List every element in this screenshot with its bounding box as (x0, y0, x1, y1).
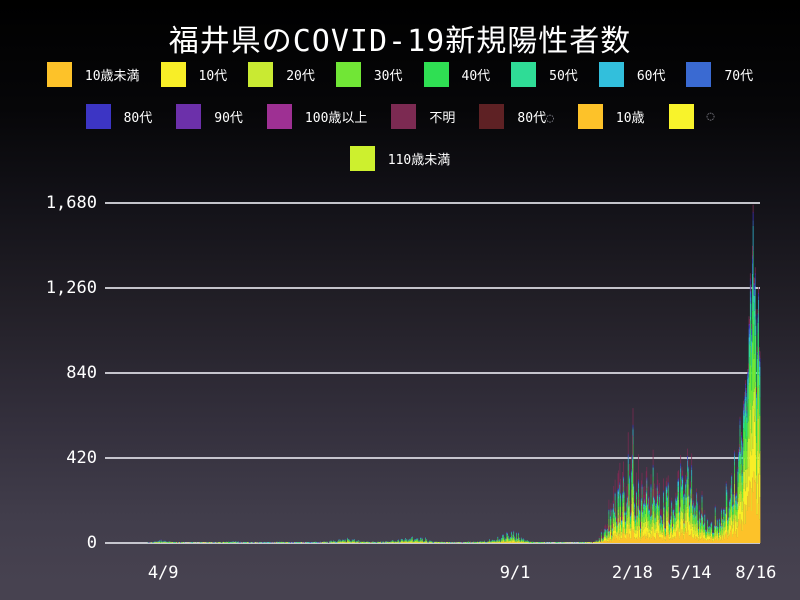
y-tick-label: 0 (86, 533, 97, 553)
x-tick-label: 4/9 (147, 563, 179, 583)
series-不明 (177, 204, 761, 543)
legend-label: 20代 (286, 69, 315, 84)
legend-label: 10歳 (615, 111, 645, 126)
legend-label: 70代 (724, 69, 754, 84)
legend-swatch (598, 62, 624, 87)
legend-swatch (266, 104, 292, 129)
series-60代 (153, 225, 761, 543)
legend-item: 10歳 (577, 104, 645, 129)
series-100歳以上 (303, 211, 761, 543)
legend-item: ◌ (668, 104, 715, 129)
legend-swatch (46, 62, 72, 87)
legend-label: 110歳未満 (387, 153, 451, 168)
legend-swatch (423, 62, 449, 87)
x-tick-label: 5/14 (670, 563, 712, 583)
legend-swatch (335, 62, 361, 87)
x-tick-label: 8/16 (735, 563, 777, 583)
legend-swatch (391, 104, 417, 129)
legend-swatch (577, 104, 603, 129)
series-40代 (147, 275, 761, 543)
legend-item: 20代 (248, 62, 315, 87)
legend-item: 10代 (160, 62, 228, 87)
x-tick-label: 2/18 (611, 563, 653, 583)
legend-item: 70代 (686, 62, 753, 87)
legend-row: 110歳未満 (0, 146, 800, 171)
legend-item: 60代 (598, 62, 666, 87)
series-50代 (153, 250, 761, 543)
legend-swatch (85, 104, 111, 129)
legend-label: 60代 (636, 69, 666, 84)
legend-item: 80代◌ (479, 104, 554, 129)
y-tick-label: 420 (66, 448, 97, 468)
legend-swatch (248, 62, 274, 87)
series-30代 (151, 319, 761, 543)
legend: 10歳未満 10代 20代 30代 40代 50代 60代 70代 80代 90代 100歳以上 不明… (0, 62, 800, 188)
legend-label: 100歳以上 (304, 111, 368, 126)
series-80代 (148, 213, 761, 543)
legend-row: 10歳未満 10代 20代 30代 40代 50代 60代 70代 (0, 62, 800, 87)
legend-swatch (479, 104, 505, 129)
legend-item: 110歳未満 (349, 146, 451, 171)
legend-label: 40代 (461, 69, 491, 84)
y-tick-label: 840 (66, 363, 97, 383)
legend-label: 80代 (123, 111, 153, 126)
legend-item: 不明 (391, 104, 455, 129)
legend-label: 不明 (429, 111, 456, 126)
legend-swatch (176, 104, 202, 129)
legend-item: 30代 (335, 62, 403, 87)
y-tick-label: 1,260 (45, 278, 97, 298)
legend-label: 90代 (214, 111, 243, 126)
series-10歳未満 (159, 471, 761, 543)
legend-item: 40代 (423, 62, 491, 87)
x-tick-label: 9/1 (499, 563, 531, 583)
legend-swatch (686, 62, 712, 87)
missing-glyph-icon: ◌ (546, 111, 554, 126)
series-20代 (149, 382, 761, 543)
legend-label: 30代 (373, 69, 403, 84)
series-90代 (149, 212, 761, 543)
legend-swatch (160, 62, 186, 87)
legend-swatch (349, 146, 375, 171)
legend-row: 80代 90代 100歳以上 不明 80代◌ 10歳 ◌ (0, 104, 800, 129)
legend-swatch (511, 62, 537, 87)
legend-label: 10代 (198, 69, 228, 84)
legend-swatch (668, 104, 694, 129)
chart-title: 福井県のCOVID-19新規陽性者数 (168, 24, 632, 59)
series-70代 (150, 220, 761, 543)
legend-label: 10歳未満 (84, 69, 140, 84)
legend-item: 10歳未満 (46, 62, 140, 87)
legend-label: 80代◌ (517, 111, 554, 126)
legend-label: ◌ (707, 109, 715, 124)
y-tick-label: 1,680 (45, 193, 97, 213)
legend-item: 100歳以上 (266, 104, 368, 129)
missing-glyph-icon: ◌ (706, 109, 715, 124)
legend-item: 50代 (511, 62, 578, 87)
legend-label: 50代 (549, 69, 578, 84)
series-10代 (151, 408, 761, 543)
legend-item: 80代 (85, 104, 153, 129)
legend-item: 90代 (176, 104, 243, 129)
